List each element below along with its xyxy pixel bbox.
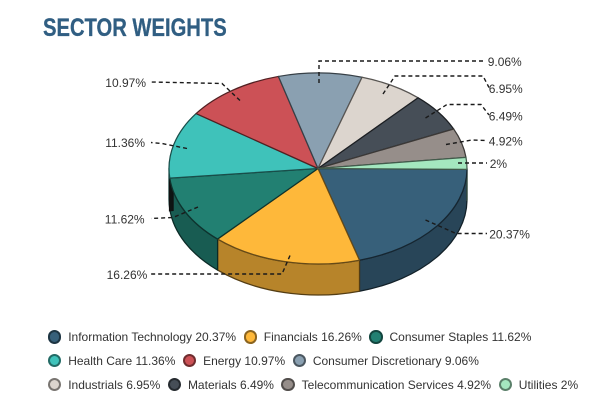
- svg-text:10.97%: 10.97%: [105, 76, 146, 90]
- svg-text:20.37%: 20.37%: [489, 228, 530, 242]
- svg-text:4.92%: 4.92%: [489, 135, 523, 149]
- svg-text:11.36%: 11.36%: [105, 136, 145, 150]
- svg-text:11.62%: 11.62%: [105, 213, 145, 227]
- svg-text:16.26%: 16.26%: [107, 268, 148, 282]
- svg-text:9.06%: 9.06%: [488, 55, 522, 69]
- svg-text:6.49%: 6.49%: [489, 110, 523, 124]
- svg-text:6.95%: 6.95%: [489, 82, 523, 96]
- svg-text:2%: 2%: [490, 157, 508, 171]
